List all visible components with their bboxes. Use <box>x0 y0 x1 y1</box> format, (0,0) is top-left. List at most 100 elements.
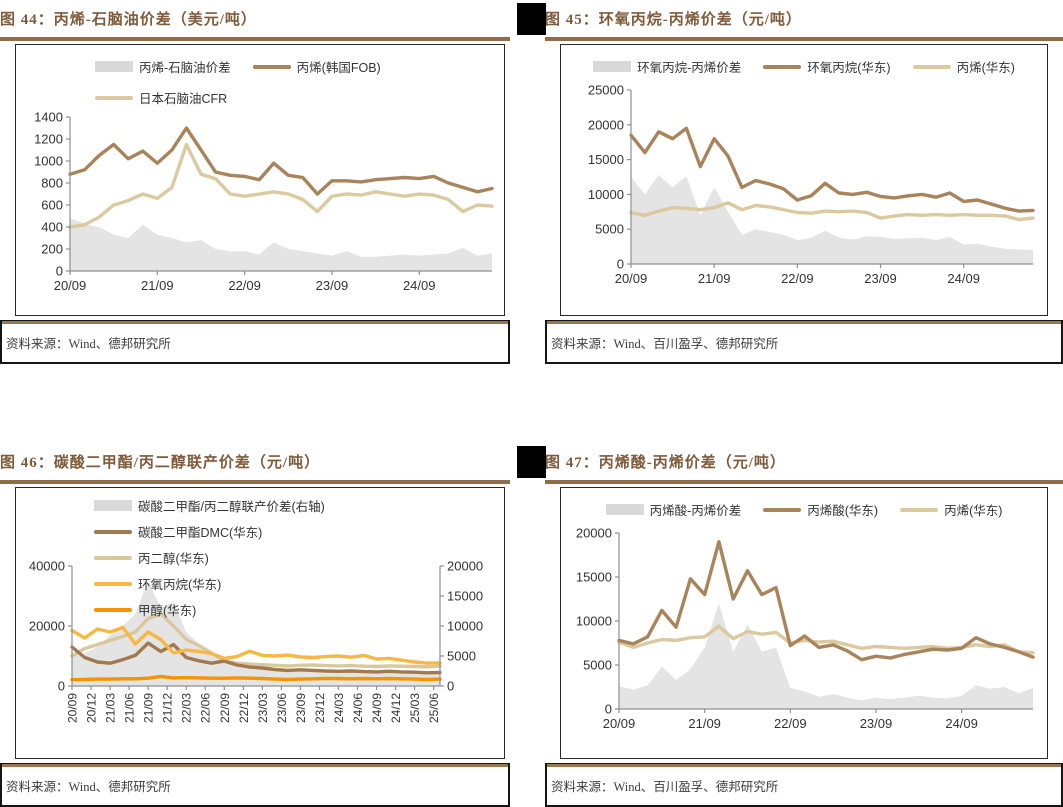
legend-label: 丙烯-石脑油价差 <box>139 61 231 75</box>
legend-swatch <box>94 529 132 534</box>
svg-text:21/06: 21/06 <box>123 693 137 723</box>
figure-47-legend: 丙烯酸-丙烯价差 丙烯酸(华东) 丙烯(华东) <box>561 488 1047 521</box>
line-series <box>629 126 1035 213</box>
line-series <box>70 641 442 675</box>
legend-item: 日本石脑油CFR <box>95 88 227 107</box>
line-series <box>70 674 442 682</box>
figure-44-source: 资料来源：Wind、德邦研究所 <box>6 337 171 351</box>
figure-45-title: 图 45：环氧丙烷-丙烯价差（元/吨） <box>545 0 1063 41</box>
svg-text:20000: 20000 <box>29 619 65 634</box>
svg-text:23/12: 23/12 <box>313 693 327 723</box>
svg-text:20000: 20000 <box>588 117 624 132</box>
chart-canvas: 0 5000 10000 15000 20000 25000 20/09 21/09 22/09… <box>588 83 1035 286</box>
figure-47-source: 资料来源：Wind、百川盈孚、德邦研究所 <box>551 780 779 794</box>
svg-text:21/09: 21/09 <box>688 716 721 731</box>
figure-46: 图 46：碳酸二甲酯/丙二醇联产价差（元/吨） 碳酸二甲酯/丙二醇联产价差(右轴… <box>0 443 510 807</box>
legend-swatch <box>912 64 951 69</box>
svg-text:20/09: 20/09 <box>66 693 80 723</box>
divider-bar <box>2 321 508 324</box>
figure-44-chart-panel: 丙烯-石脑油价差 丙烯(韩国FOB) 日本石脑油CFR 0 200 400 600 800 1… <box>15 44 505 316</box>
svg-text:24/06: 24/06 <box>351 693 365 723</box>
legend-swatch <box>95 95 133 100</box>
figure-47-chart: 0 5000 10000 15000 20000 20/09 21/09 22/09 23/09… <box>561 521 1047 744</box>
svg-text:22/06: 22/06 <box>199 693 213 723</box>
svg-text:24/12: 24/12 <box>389 693 403 723</box>
figure-46-chart-panel: 碳酸二甲酯/丙二醇联产价差(右轴) 碳酸二甲酯DMC(华东) 丙二醇(华东) 环氧丙烷… <box>15 487 505 759</box>
legend-label: 丙烯(华东) <box>956 61 1015 75</box>
legend-label: 碳酸二甲酯/丙二醇联产价差(右轴) <box>138 500 325 514</box>
line-series <box>70 612 442 669</box>
area-series <box>70 218 492 271</box>
svg-text:24/09: 24/09 <box>403 278 436 293</box>
legend-item: 碳酸二甲酯/丙二醇联产价差(右轴) <box>94 496 325 515</box>
svg-text:1200: 1200 <box>34 132 63 147</box>
legend-swatch <box>94 581 132 586</box>
svg-text:0: 0 <box>617 257 624 272</box>
svg-text:10000: 10000 <box>576 614 612 629</box>
figure-45: 图 45：环氧丙烷-丙烯价差（元/吨） 环氧丙烷-丙烯价差 环氧丙烷(华东) 丙烯(… <box>545 0 1063 364</box>
figure-45-source-box: 资料来源：Wind、百川盈孚、德邦研究所 <box>545 320 1063 364</box>
figure-44-title: 图 44：丙烯-石脑油价差（美元/吨） <box>0 0 510 41</box>
svg-text:24/03: 24/03 <box>332 693 346 723</box>
legend-label: 环氧丙烷(华东) <box>138 578 222 592</box>
svg-text:21/03: 21/03 <box>104 693 118 723</box>
line-series <box>68 126 494 196</box>
svg-text:21/12: 21/12 <box>161 693 175 723</box>
svg-text:22/09: 22/09 <box>781 271 814 286</box>
legend-item: 丙烯(华东) <box>900 500 1002 519</box>
legend-label: 甲醇(华东) <box>138 604 197 618</box>
legend-item: 碳酸二甲酯DMC(华东) <box>94 522 262 541</box>
figure-44-source-box: 资料来源：Wind、德邦研究所 <box>0 320 510 364</box>
legend-swatch <box>605 504 644 515</box>
divider-bar <box>2 764 508 767</box>
area-series <box>72 581 440 686</box>
svg-text:24/09: 24/09 <box>370 693 384 723</box>
black-square-marker <box>517 3 546 35</box>
legend-label: 环氧丙烷-丙烯价差 <box>637 61 742 75</box>
figure-45-chart: 0 5000 10000 15000 20000 25000 20/09 21/09 22/09… <box>561 78 1047 297</box>
svg-text:23/09: 23/09 <box>294 693 308 723</box>
svg-text:25/03: 25/03 <box>408 693 422 723</box>
legend-item: 环氧丙烷-丙烯价差 <box>593 57 741 76</box>
divider-bar <box>547 764 1061 767</box>
svg-text:24/09: 24/09 <box>947 271 980 286</box>
chart-canvas: 0 200 400 600 800 1000 1200 1400 20/09 21/09 22/09… <box>34 110 494 293</box>
svg-text:0: 0 <box>605 702 612 717</box>
line-series <box>617 540 1035 662</box>
figure-47-title: 图 47：丙烯酸-丙烯价差（元/吨） <box>545 443 1063 484</box>
line-series <box>629 201 1035 222</box>
legend-swatch <box>252 64 291 69</box>
svg-text:5000: 5000 <box>447 649 476 664</box>
svg-text:22/09: 22/09 <box>774 716 807 731</box>
svg-text:20/09: 20/09 <box>615 271 648 286</box>
svg-text:21/09: 21/09 <box>141 278 174 293</box>
legend-label: 环氧丙烷(华东) <box>807 61 891 75</box>
svg-text:23/09: 23/09 <box>864 271 897 286</box>
legend-label: 丙烯酸-丙烯价差 <box>649 504 742 518</box>
figure-44-legend: 丙烯-石脑油价差 丙烯(韩国FOB) 日本石脑油CFR <box>85 45 435 109</box>
area-series <box>631 174 1033 264</box>
legend-swatch <box>95 61 133 72</box>
svg-text:25000: 25000 <box>588 83 624 98</box>
svg-text:5000: 5000 <box>595 222 624 237</box>
svg-text:15000: 15000 <box>576 570 612 585</box>
figure-46-legend: 碳酸二甲酯/丙二醇联产价差(右轴) 碳酸二甲酯DMC(华东) 丙二醇(华东) 环氧丙烷… <box>94 492 325 619</box>
svg-text:22/12: 22/12 <box>237 693 251 723</box>
svg-text:40000: 40000 <box>29 559 65 574</box>
legend-label: 丙烯酸(华东) <box>807 504 879 518</box>
figure-47-chart-panel: 丙烯酸-丙烯价差 丙烯酸(华东) 丙烯(华东) 0 5000 10000 15000 200… <box>560 487 1048 759</box>
svg-text:23/06: 23/06 <box>275 693 289 723</box>
svg-text:800: 800 <box>41 176 63 191</box>
divider-bar <box>547 321 1061 324</box>
svg-text:20/09: 20/09 <box>54 278 87 293</box>
legend-label: 丙二醇(华东) <box>138 552 209 566</box>
line-series <box>70 625 442 665</box>
svg-text:24/09: 24/09 <box>945 716 978 731</box>
svg-text:0: 0 <box>58 679 65 694</box>
area-series <box>619 603 1033 709</box>
legend-swatch <box>94 607 132 612</box>
svg-text:5000: 5000 <box>583 658 612 673</box>
svg-text:23/09: 23/09 <box>316 278 349 293</box>
svg-text:1000: 1000 <box>34 154 63 169</box>
svg-text:20/12: 20/12 <box>85 693 99 723</box>
